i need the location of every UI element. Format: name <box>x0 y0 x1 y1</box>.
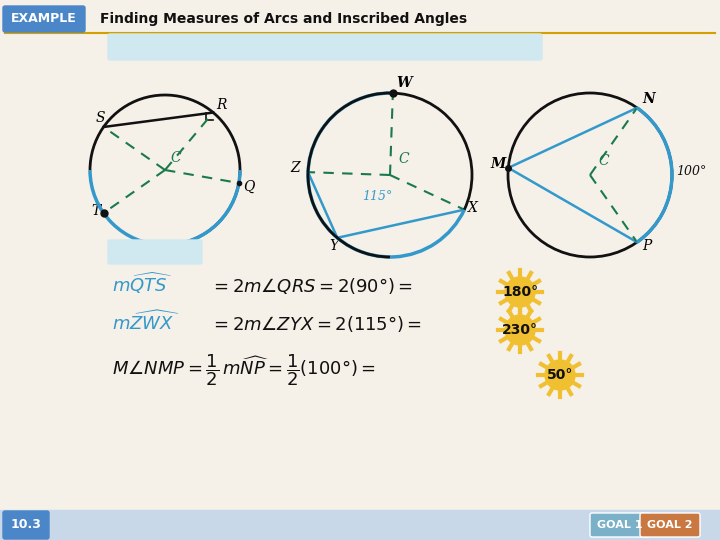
Text: Y: Y <box>329 239 338 253</box>
FancyBboxPatch shape <box>3 511 49 539</box>
Text: Q: Q <box>243 180 254 194</box>
Text: S: S <box>96 111 105 125</box>
FancyBboxPatch shape <box>640 513 700 537</box>
Text: X: X <box>468 201 478 215</box>
FancyBboxPatch shape <box>108 34 542 60</box>
Text: 230°: 230° <box>502 323 538 337</box>
Text: Z: Z <box>290 161 300 175</box>
Text: $m\widehat{QTS}$: $m\widehat{QTS}$ <box>112 271 172 296</box>
Text: N: N <box>642 92 654 106</box>
Text: 115°: 115° <box>362 190 392 203</box>
FancyBboxPatch shape <box>108 240 202 264</box>
FancyBboxPatch shape <box>0 510 720 540</box>
Text: 180°: 180° <box>502 285 538 299</box>
Text: M: M <box>490 157 505 171</box>
Text: $= 2m\angle QRS = 2(90°) = $: $= 2m\angle QRS = 2(90°) = $ <box>210 276 413 296</box>
Text: Finding Measures of Arcs and Inscribed Angles: Finding Measures of Arcs and Inscribed A… <box>100 12 467 26</box>
Circle shape <box>505 315 535 345</box>
Text: P: P <box>642 239 652 253</box>
Circle shape <box>545 360 575 390</box>
Text: GOAL 1: GOAL 1 <box>598 520 643 530</box>
Text: $= 2m\angle ZYX = 2(115°) = $: $= 2m\angle ZYX = 2(115°) = $ <box>210 314 422 334</box>
FancyBboxPatch shape <box>3 6 85 32</box>
Text: $m\widehat{ZWX}$: $m\widehat{ZWX}$ <box>112 310 180 334</box>
Text: 50°: 50° <box>546 368 573 382</box>
Text: GOAL 2: GOAL 2 <box>647 520 693 530</box>
Circle shape <box>505 277 535 307</box>
Text: 100°: 100° <box>676 165 706 178</box>
Text: 10.3: 10.3 <box>11 518 42 531</box>
Text: Inscribed Angles: Inscribed Angles <box>60 518 190 532</box>
Text: T: T <box>91 204 101 218</box>
Text: R: R <box>216 98 227 112</box>
Text: Find the measure of the blue arc or angle.: Find the measure of the blue arc or angl… <box>161 40 489 54</box>
Text: SOLUTION: SOLUTION <box>115 245 195 259</box>
Text: C: C <box>598 154 608 168</box>
Text: C: C <box>398 152 409 166</box>
Text: EXAMPLE: EXAMPLE <box>11 12 77 25</box>
Text: C: C <box>170 151 181 165</box>
Text: W: W <box>396 76 412 90</box>
Text: $M\angle NMP = \dfrac{1}{2}\,m\widehat{NP} = \dfrac{1}{2}(100°) = $: $M\angle NMP = \dfrac{1}{2}\,m\widehat{N… <box>112 352 376 388</box>
FancyBboxPatch shape <box>590 513 650 537</box>
